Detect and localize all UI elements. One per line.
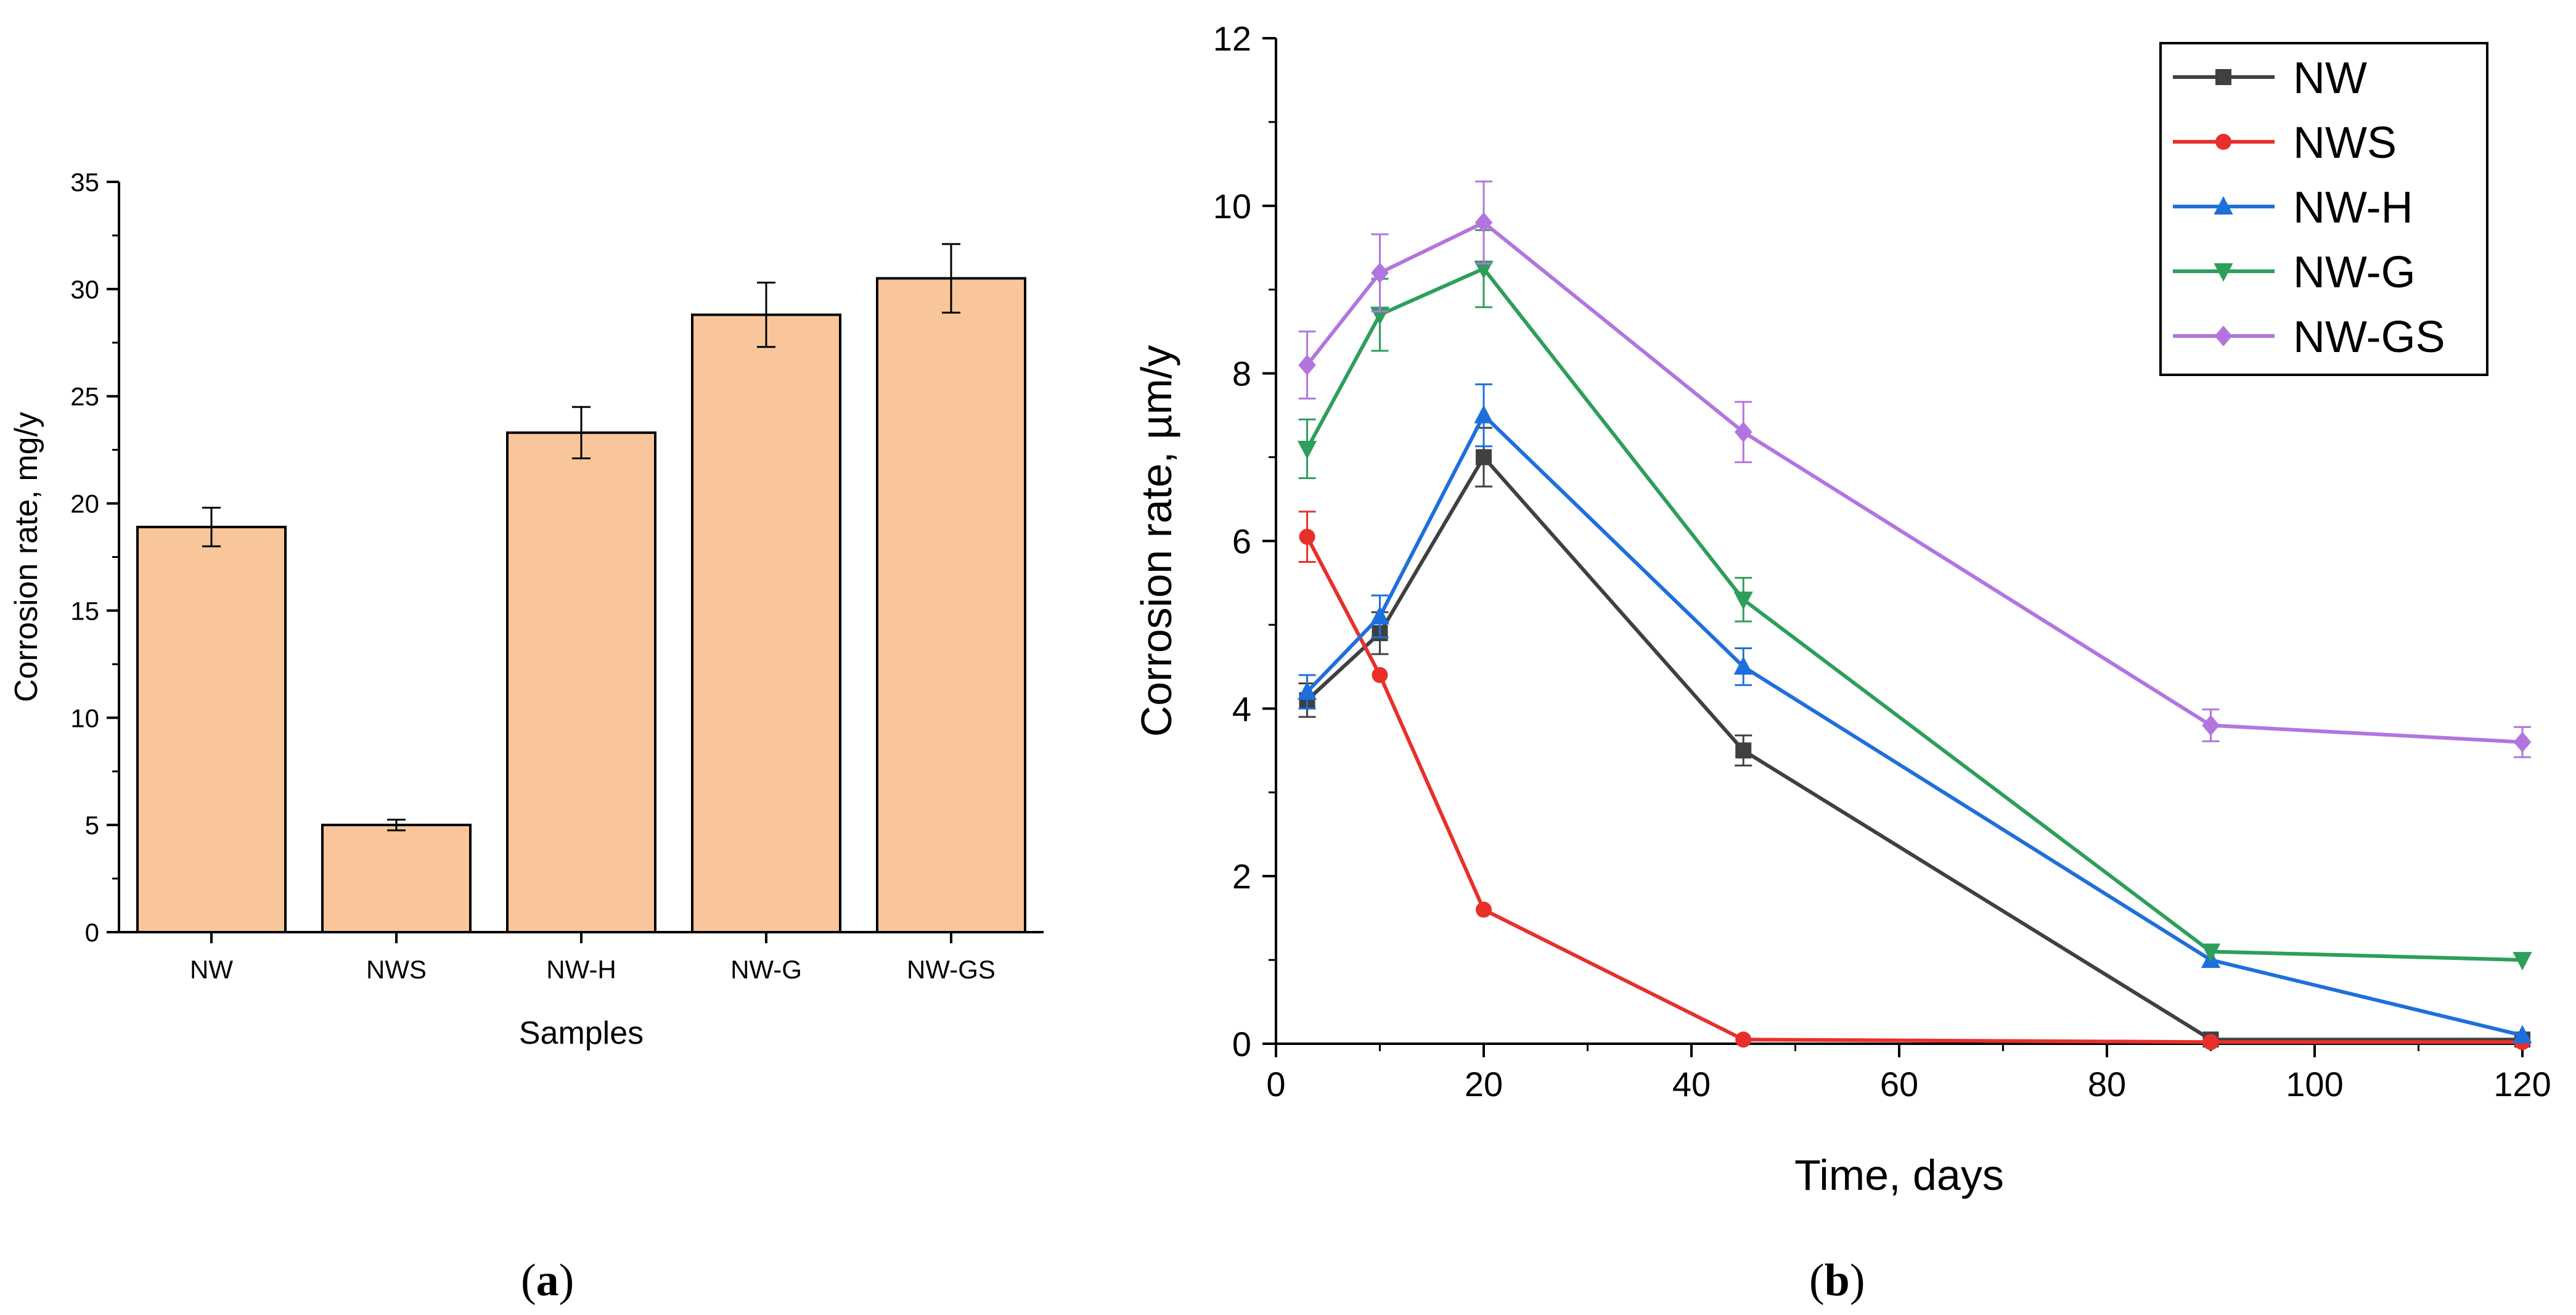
point-nw-gs xyxy=(1474,212,1493,233)
x-axis-title: Samples xyxy=(519,1015,644,1051)
point-nw-g xyxy=(2513,952,2532,970)
point-nw xyxy=(1735,742,1752,759)
point-nw-gs xyxy=(2513,731,2532,753)
bar-nw-h xyxy=(506,431,656,933)
point-nws xyxy=(1372,666,1388,683)
y-tick-label: 0 xyxy=(1232,1025,1251,1063)
y-tick-label: 10 xyxy=(70,703,99,732)
bar-nw xyxy=(136,525,287,933)
series-nws xyxy=(1298,510,2530,1051)
x-tick-label: 0 xyxy=(1266,1065,1285,1104)
y-axis-title: Corrosion rate, mg/y xyxy=(9,412,44,702)
legend-label-nw-g: NW-G xyxy=(2293,248,2416,297)
point-nw-gs xyxy=(1371,262,1389,284)
series-nw-gs xyxy=(1298,180,2532,758)
y-tick-label: 2 xyxy=(1232,857,1251,896)
legend-entry-nw-gs: NW-GS xyxy=(2173,313,2445,362)
y-tick-label: 35 xyxy=(70,168,99,197)
series-nw-h xyxy=(1297,383,2532,1044)
legend-box xyxy=(2159,42,2488,376)
y-axis-title: Corrosion rate, µm/y xyxy=(1132,345,1180,737)
x-tick-label: 20 xyxy=(1465,1065,1503,1104)
panel-b-caption: (b) xyxy=(1809,1255,1865,1306)
y-tick-label: 0 xyxy=(85,918,99,947)
legend-label-nw: NW xyxy=(2293,54,2367,103)
series-line-nw xyxy=(1306,454,2522,1042)
x-tick-label: 40 xyxy=(1672,1065,1711,1104)
point-nw-g xyxy=(1297,440,1317,459)
x-tick-label: 80 xyxy=(2088,1065,2126,1104)
point-nw-h xyxy=(1733,656,1753,675)
legend-marker-nw xyxy=(2215,69,2231,85)
y-tick-label: 25 xyxy=(70,382,99,411)
series-line-nw-g xyxy=(1305,266,2523,962)
series-line-nw-h xyxy=(1306,412,2523,1038)
y-tick-label: 6 xyxy=(1232,522,1251,561)
bar-nw-g xyxy=(691,313,841,933)
y-tick-label: 15 xyxy=(70,596,99,625)
x-tick-label: 60 xyxy=(1880,1065,1918,1104)
bar-nw-gs xyxy=(876,277,1026,933)
point-nw-gs xyxy=(1298,354,1316,375)
legend-entry-nw: NW xyxy=(2173,54,2367,103)
point-nw xyxy=(1476,449,1492,465)
legend-marker-nw-g xyxy=(2214,263,2233,282)
point-nw-h xyxy=(2513,1025,2532,1044)
point-nw-g xyxy=(1733,591,1753,610)
point-nw-h xyxy=(1474,404,1494,424)
legend-entry-nws: NWS xyxy=(2173,118,2397,168)
point-nw-g xyxy=(2201,943,2221,962)
y-tick-label: 8 xyxy=(1232,354,1251,393)
x-tick-label: NW-H xyxy=(546,955,616,984)
y-tick-label: 30 xyxy=(70,275,99,304)
point-nws xyxy=(2202,1034,2219,1051)
legend-marker-nw-gs xyxy=(2214,326,2233,346)
legend-label-nws: NWS xyxy=(2293,118,2397,168)
point-nws xyxy=(1476,901,1492,918)
legend-marker-nw-h xyxy=(2214,196,2233,215)
x-tick-label: NWS xyxy=(366,955,427,984)
x-tick-label: NW xyxy=(190,955,233,984)
point-nw-g xyxy=(1474,260,1494,279)
panel-a-bar-chart: NW NWS NW-H NW-G NW-GS 0 5 10 15 20 25 30 35 Samples C… xyxy=(9,168,1044,1051)
bar-nws xyxy=(321,824,472,933)
x-axis-title: Time, days xyxy=(1794,1151,2004,1199)
y-tick-label: 4 xyxy=(1232,689,1251,728)
point-nw-h xyxy=(1297,681,1317,700)
series-line-nws xyxy=(1305,536,2522,1044)
point-nws xyxy=(1735,1031,1752,1048)
x-tick-label: NW-G xyxy=(730,955,802,984)
x-tick-label: 100 xyxy=(2286,1065,2343,1104)
y-tick-label: 10 xyxy=(1213,187,1251,226)
legend-entry-nw-g: NW-G xyxy=(2173,248,2416,297)
point-nws xyxy=(1299,528,1315,545)
y-tick-label: 12 xyxy=(1213,19,1251,58)
point-nw-gs xyxy=(2202,715,2220,736)
panel-a-caption: (a) xyxy=(521,1255,574,1306)
y-tick-label: 5 xyxy=(85,811,99,840)
series-line-nw-gs xyxy=(1306,220,2523,744)
x-tick-label: 120 xyxy=(2493,1065,2551,1104)
point-nw-h xyxy=(1370,605,1390,625)
legend-entry-nw-h: NW-H xyxy=(2173,183,2413,232)
legend: NW NWS NW-H NW-G NW-GS xyxy=(2159,42,2488,376)
point-nw-gs xyxy=(1734,421,1752,443)
x-tick-label: NW-GS xyxy=(907,955,996,984)
legend-label-nw-gs: NW-GS xyxy=(2293,313,2445,362)
legend-marker-nws xyxy=(2215,134,2231,150)
legend-label-nw-h: NW-H xyxy=(2293,183,2413,232)
y-tick-label: 20 xyxy=(70,490,99,518)
